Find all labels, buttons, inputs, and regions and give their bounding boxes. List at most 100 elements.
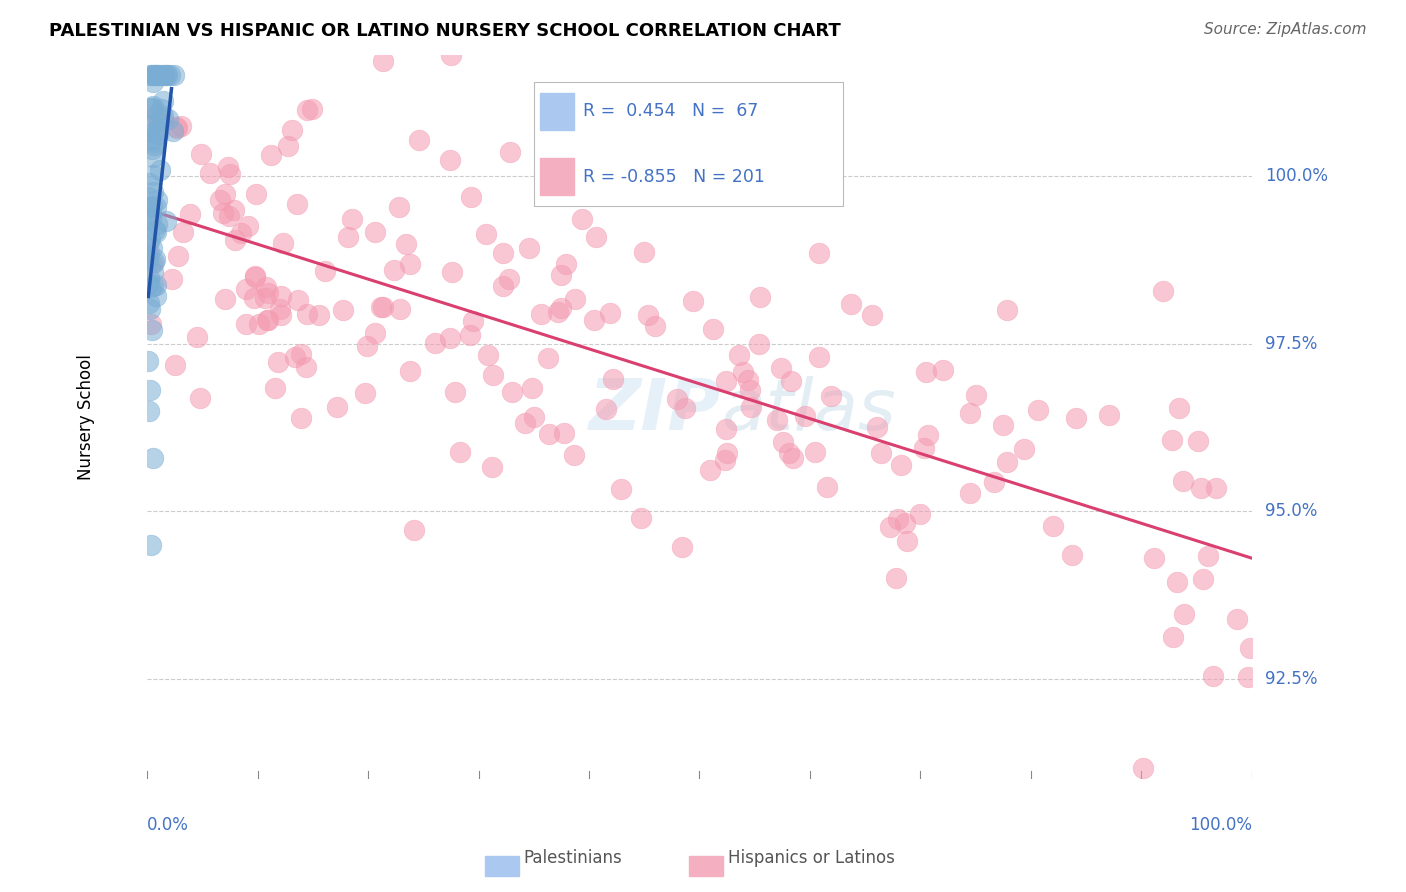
Point [138, 176, 160, 190]
Point [152, 114, 174, 128]
Point [728, 348, 751, 362]
Point [285, 197, 308, 211]
Point [245, 268, 267, 283]
Point [141, 101, 163, 115]
Point [748, 290, 770, 304]
Point [582, 313, 605, 327]
Point [141, 205, 163, 219]
Point [186, 330, 208, 344]
Point [295, 103, 318, 117]
Point [1173, 474, 1195, 488]
Point [139, 538, 162, 552]
Point [145, 277, 167, 292]
Point [995, 455, 1018, 469]
Point [737, 373, 759, 387]
Point [146, 194, 169, 208]
Point [141, 199, 163, 213]
Point [1226, 612, 1249, 626]
Point [1160, 433, 1182, 447]
Point [404, 524, 426, 538]
Point [267, 355, 290, 369]
Point [254, 280, 277, 294]
Point [564, 292, 586, 306]
Point [145, 289, 167, 303]
Point [142, 138, 165, 153]
Point [699, 463, 721, 477]
Point [879, 520, 901, 534]
Point [142, 185, 165, 199]
Point [520, 381, 543, 395]
Point [1026, 403, 1049, 417]
Point [148, 123, 170, 137]
Point [673, 401, 696, 416]
Point [388, 201, 411, 215]
Point [141, 211, 163, 225]
FancyBboxPatch shape [534, 82, 844, 206]
Point [477, 348, 499, 362]
Point [198, 166, 221, 180]
Point [884, 571, 907, 585]
Point [671, 541, 693, 555]
Point [644, 319, 666, 334]
Point [492, 279, 515, 293]
Point [142, 264, 165, 278]
Point [547, 305, 569, 319]
Point [364, 326, 387, 340]
Text: 0.0%: 0.0% [148, 816, 188, 834]
Point [290, 346, 312, 360]
Point [371, 301, 394, 315]
Point [896, 534, 918, 549]
Point [139, 68, 162, 82]
Point [637, 308, 659, 322]
Point [439, 48, 461, 62]
Point [388, 301, 411, 316]
Point [295, 307, 318, 321]
Point [146, 127, 169, 141]
Point [1060, 548, 1083, 562]
Point [1197, 549, 1219, 564]
Point [983, 475, 1005, 489]
Point [260, 21, 283, 36]
Point [912, 442, 935, 456]
Point [599, 305, 621, 319]
Point [141, 142, 163, 156]
Point [245, 269, 267, 284]
Point [537, 351, 560, 366]
Point [190, 146, 212, 161]
Point [152, 95, 174, 109]
Point [1237, 670, 1260, 684]
Point [238, 219, 260, 234]
Point [270, 309, 292, 323]
Point [314, 264, 336, 278]
Point [1042, 519, 1064, 533]
Point [395, 237, 418, 252]
Point [179, 207, 201, 221]
Point [218, 209, 240, 223]
Point [595, 401, 617, 416]
Point [1187, 434, 1209, 449]
Point [585, 229, 607, 244]
Point [571, 212, 593, 227]
Point [917, 427, 939, 442]
Point [142, 98, 165, 112]
Point [342, 212, 364, 227]
Point [550, 268, 572, 282]
Point [364, 226, 387, 240]
Point [136, 252, 159, 266]
Point [772, 435, 794, 450]
Point [155, 68, 177, 82]
Point [554, 257, 576, 271]
Point [142, 279, 165, 293]
Point [513, 416, 536, 430]
Point [886, 512, 908, 526]
Point [630, 510, 652, 524]
Point [242, 292, 264, 306]
Point [1166, 574, 1188, 589]
Point [1143, 551, 1166, 566]
Point [839, 296, 862, 310]
Point [295, 360, 318, 375]
Point [172, 226, 194, 240]
Point [991, 417, 1014, 432]
Point [517, 241, 540, 255]
Point [444, 385, 467, 400]
